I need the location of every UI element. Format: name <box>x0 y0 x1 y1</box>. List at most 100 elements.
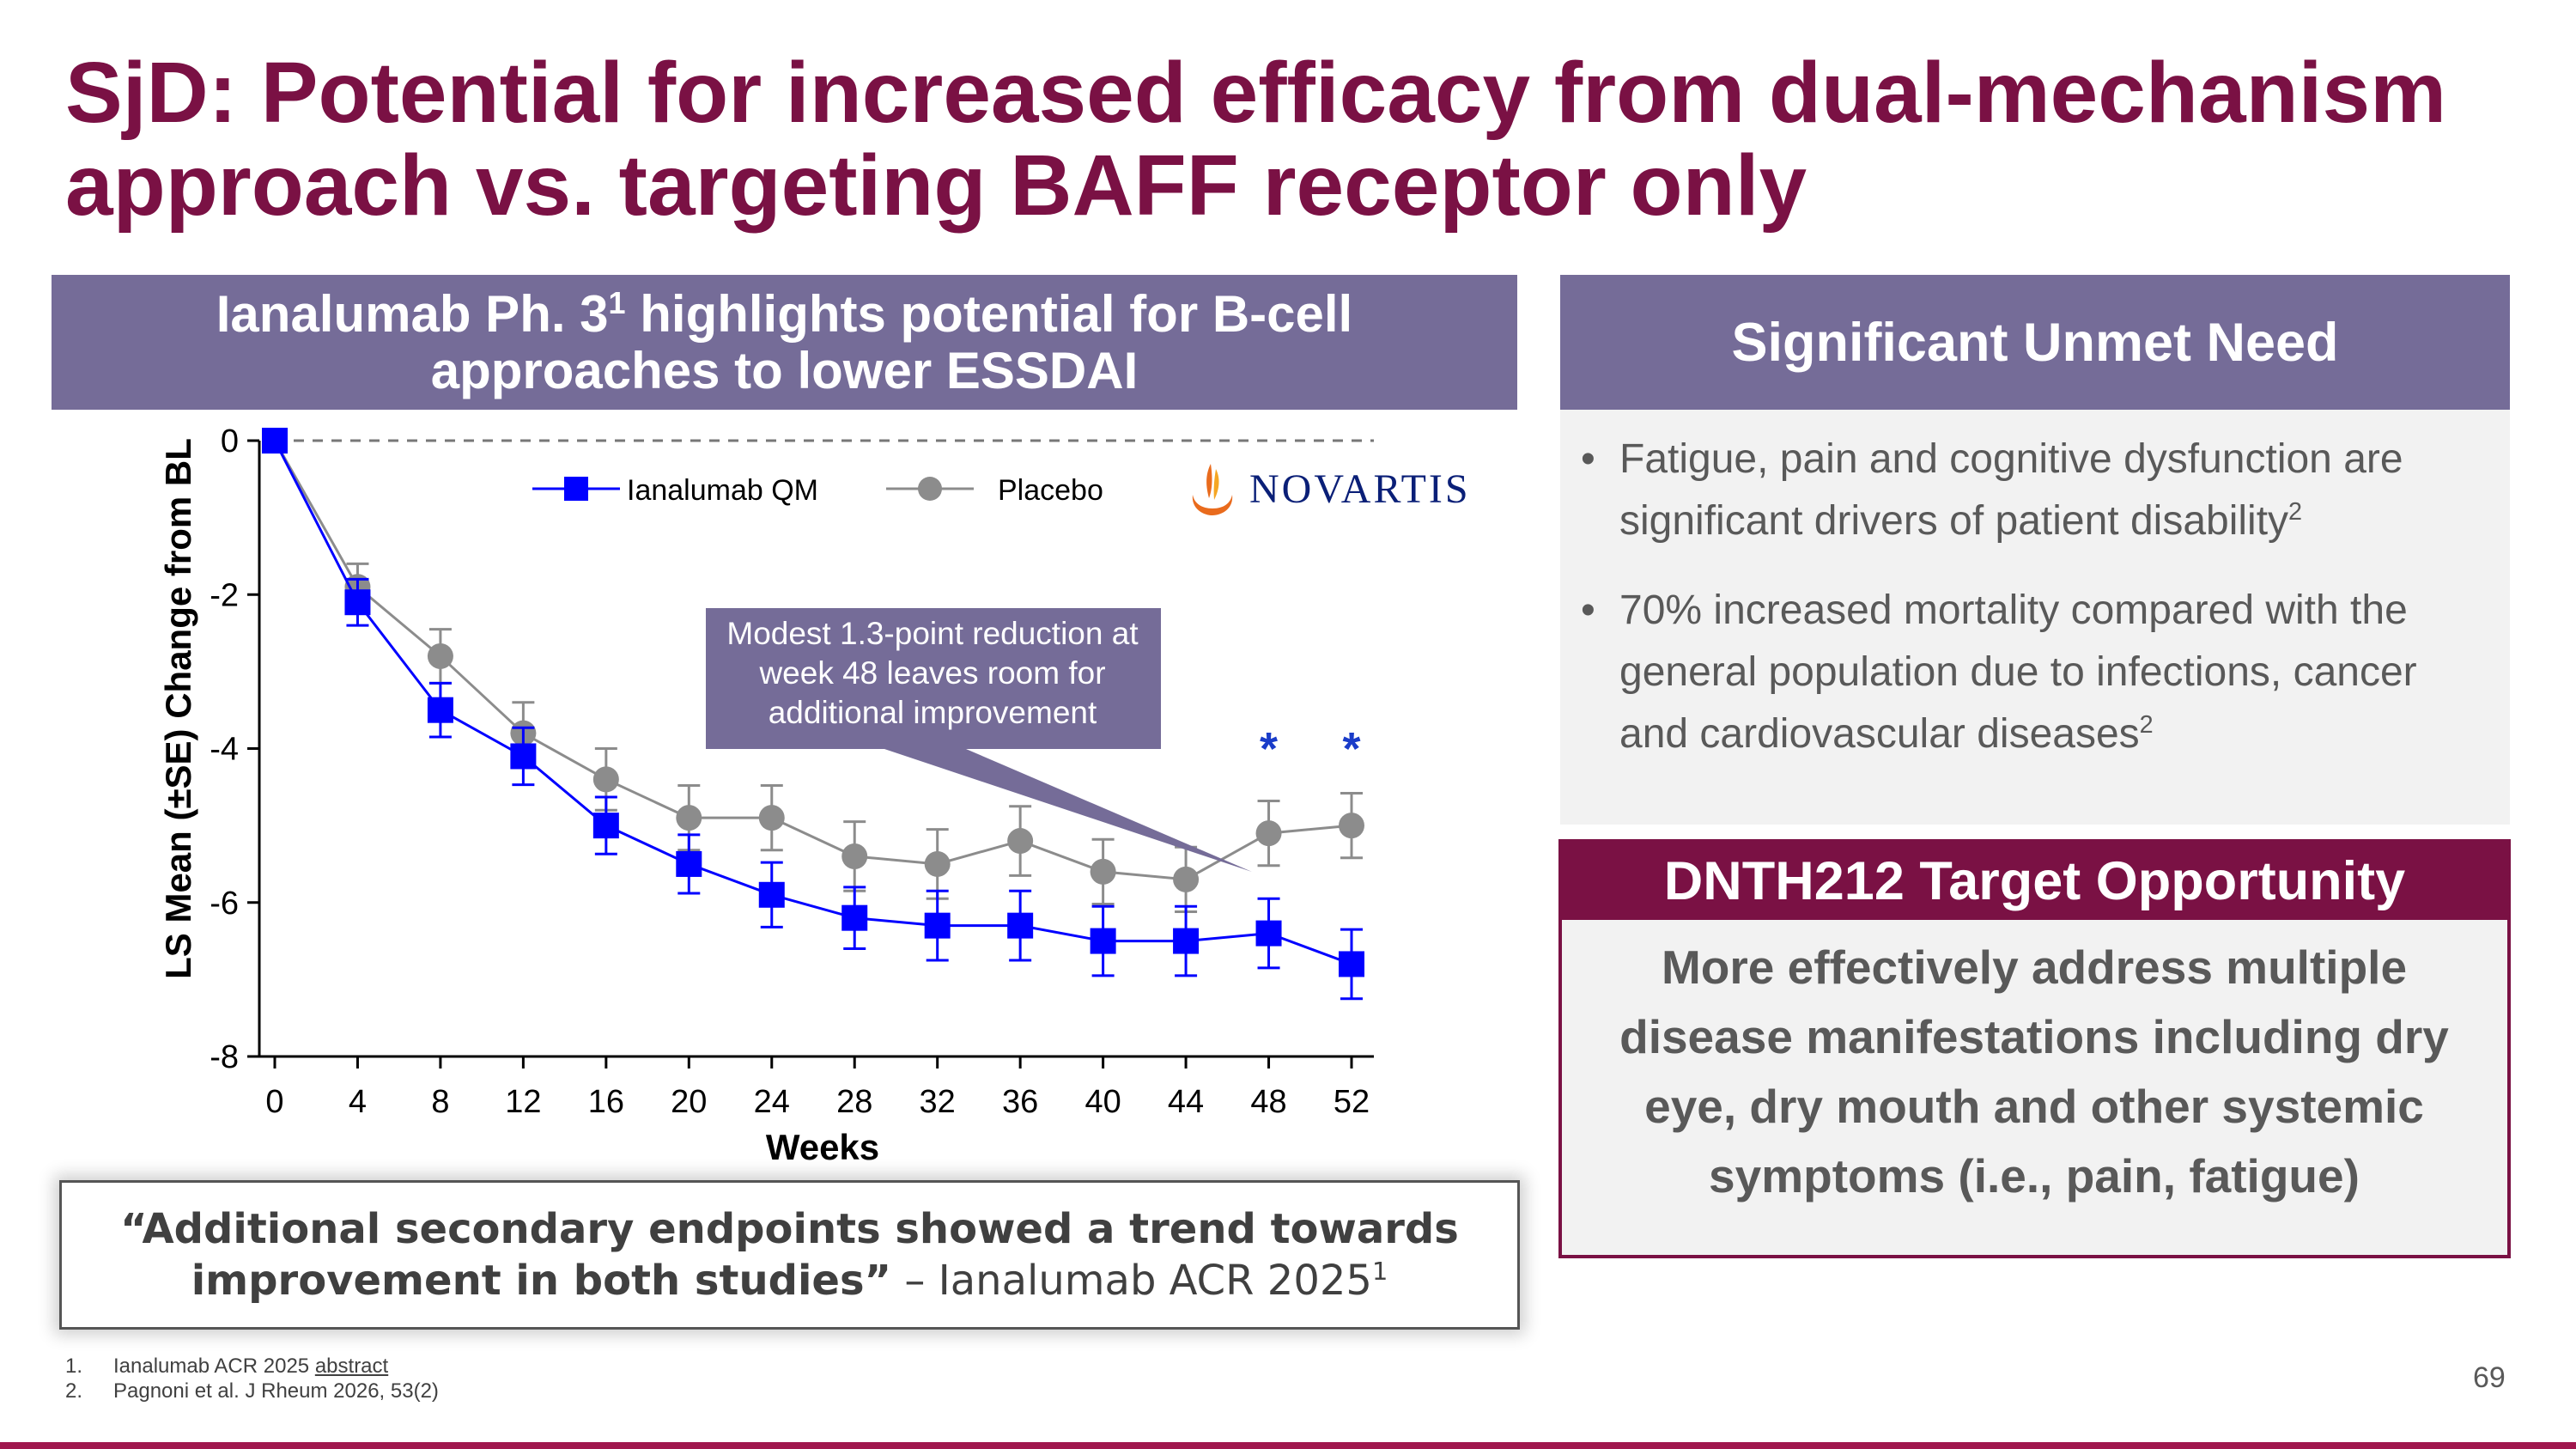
data-point-ianalumab <box>924 912 951 939</box>
data-point-ianalumab <box>1173 928 1200 954</box>
data-point-ianalumab <box>1090 928 1116 954</box>
unmet-need-bullet-2: • 70% increased mortality compared with … <box>1572 580 2491 765</box>
target-opportunity-body: More effectively address multiple diseas… <box>1588 933 2481 1211</box>
x-tick-label: 20 <box>671 1084 707 1120</box>
y-tick-label: -4 <box>210 732 239 768</box>
footnote-1-text: Ianalumab ACR 2025 <box>113 1355 315 1378</box>
chart-legend: Ianalumab QM Placebo <box>532 474 1103 507</box>
target-line-4: symptoms (i.e., pain, fatigue) <box>1709 1149 2360 1202</box>
left-header-pre: Ianalumab Ph. 3 <box>216 284 609 343</box>
data-point-ianalumab <box>1007 912 1034 939</box>
bullet-2-line-3: and cardiovascular diseases <box>1619 711 2140 757</box>
left-header-post: highlights potential for B-cell <box>625 284 1353 343</box>
left-header-line-1: Ianalumab Ph. 31 highlights potential fo… <box>216 284 1353 343</box>
x-tick-label: 24 <box>754 1084 790 1120</box>
bullet-marker: • <box>1581 588 1595 633</box>
unmet-need-header: Significant Unmet Need <box>1560 275 2510 410</box>
target-line-1: More effectively address multiple <box>1661 941 2408 994</box>
unmet-need-bullet-1: • Fatigue, pain and cognitive dysfunctio… <box>1572 429 2491 552</box>
x-tick-label: 48 <box>1250 1084 1286 1120</box>
target-opportunity-header: DNTH212 Target Opportunity <box>1562 843 2507 920</box>
bullet-2-sup: 2 <box>2139 711 2154 739</box>
y-tick-label: 0 <box>221 423 239 460</box>
bullet-2-line-1: 70% increased mortality compared with th… <box>1619 588 2408 633</box>
y-tick-label: -2 <box>210 577 239 613</box>
series-line <box>273 440 1352 965</box>
chart-axes: 0 4 8 12 16 20 24 28 32 36 40 44 48 52 0-2-4-6-8 Week… <box>158 423 1374 1167</box>
data-point-placebo <box>592 766 619 793</box>
x-tick-label: 12 <box>505 1084 541 1120</box>
callout-line-1: Modest 1.3-point reduction at <box>726 616 1139 651</box>
x-axis-label: Weeks <box>766 1127 879 1167</box>
data-point-ianalumab <box>344 589 371 616</box>
data-point-ianalumab <box>1339 951 1364 977</box>
slide-title: SjD: Potential for increased efficacy fr… <box>65 46 2521 232</box>
quote-attribution-sup: 1 <box>1371 1257 1388 1286</box>
quote-attribution: – Ianalumab ACR 2025 <box>891 1257 1372 1305</box>
y-tick-label: -6 <box>210 886 239 922</box>
novartis-logo-text: NOVARTIS <box>1249 466 1471 512</box>
target-line-2: disease manifestations including dry <box>1619 1010 2449 1063</box>
page-number: 69 <box>2473 1361 2506 1394</box>
x-tick-label: 16 <box>588 1084 624 1120</box>
series-line <box>273 440 1352 881</box>
callout-line-2: week 48 leaves room for <box>759 655 1106 691</box>
x-tick-label: 36 <box>1002 1084 1038 1120</box>
left-header-sup: 1 <box>608 284 626 320</box>
title-line-2: approach vs. targeting BAFF receptor onl… <box>65 137 1807 234</box>
significance-asterisk: * <box>1260 723 1278 775</box>
data-point-ianalumab <box>841 904 868 931</box>
quote-line-1: “Additional secondary endpoints showed a… <box>120 1205 1459 1253</box>
x-tick-label: 32 <box>920 1084 956 1120</box>
legend-placebo-label: Placebo <box>998 474 1103 507</box>
y-tick-label: -8 <box>210 1039 239 1075</box>
footnote-1: 1. Ianalumab ACR 2025 abstract <box>65 1354 439 1379</box>
data-point-placebo <box>924 850 951 877</box>
x-tick-label: 0 <box>265 1084 283 1120</box>
data-point-placebo <box>1173 866 1200 892</box>
quote-box: “Additional secondary endpoints showed a… <box>59 1180 1520 1330</box>
data-point-placebo <box>1255 820 1282 847</box>
x-tick-label: 40 <box>1084 1084 1121 1120</box>
data-point-ianalumab <box>676 850 702 877</box>
footnote-2-number: 2. <box>65 1379 83 1403</box>
quote-line-2: improvement in both studies” – Ianalumab… <box>62 1255 1517 1306</box>
data-point-ianalumab <box>592 813 619 839</box>
legend-ianalumab-label: Ianalumab QM <box>627 474 818 507</box>
data-point-placebo <box>676 805 702 831</box>
target-line-3: eye, dry mouth and other systemic <box>1644 1080 2424 1133</box>
bullet-2-line-2: general population due to infections, ca… <box>1619 649 2417 695</box>
data-point-placebo <box>1007 828 1034 855</box>
unmet-need-list: • Fatigue, pain and cognitive dysfunctio… <box>1572 429 2491 793</box>
data-point-ianalumab <box>1255 920 1282 947</box>
x-tick-label: 52 <box>1334 1084 1370 1120</box>
series-ianalumab <box>262 428 1364 1001</box>
footnote-1-number: 1. <box>65 1355 83 1378</box>
footnote-1-abstract-link[interactable]: abstract <box>314 1355 389 1378</box>
bullet-1-line-2: significant drivers of patient disabilit… <box>1619 498 2289 544</box>
data-point-placebo <box>427 642 453 669</box>
left-panel-header: Ianalumab Ph. 31 highlights potential fo… <box>52 275 1517 410</box>
data-point-ianalumab <box>262 428 288 454</box>
footnote-2: 2. Pagnoni et al. J Rheum 2026, 53(2) <box>65 1379 439 1403</box>
series-layer <box>262 428 1364 1001</box>
bullet-1-sup: 2 <box>2288 498 2303 526</box>
data-point-placebo <box>841 843 868 869</box>
bullet-1-line-1: Fatigue, pain and cognitive dysfunction … <box>1619 436 2403 482</box>
data-point-placebo <box>1339 813 1364 839</box>
data-point-placebo <box>1090 858 1116 885</box>
callout-bubble <box>706 608 1252 872</box>
bullet-marker: • <box>1581 436 1595 482</box>
data-point-ianalumab <box>510 743 537 770</box>
quote-bold-end: improvement in both studies” <box>191 1257 892 1305</box>
significance-markers: * * <box>1260 723 1360 775</box>
novartis-logo: NOVARTIS <box>1188 460 1471 517</box>
legend-placebo-marker <box>918 477 942 501</box>
title-line-1: SjD: Potential for increased efficacy fr… <box>65 45 2446 141</box>
data-point-placebo <box>758 805 785 831</box>
callout-line-3: additional improvement <box>768 695 1097 730</box>
unmet-need-box: • Fatigue, pain and cognitive dysfunctio… <box>1560 410 2510 825</box>
x-tick-label: 8 <box>431 1084 449 1120</box>
x-tick-label: 28 <box>836 1084 872 1120</box>
